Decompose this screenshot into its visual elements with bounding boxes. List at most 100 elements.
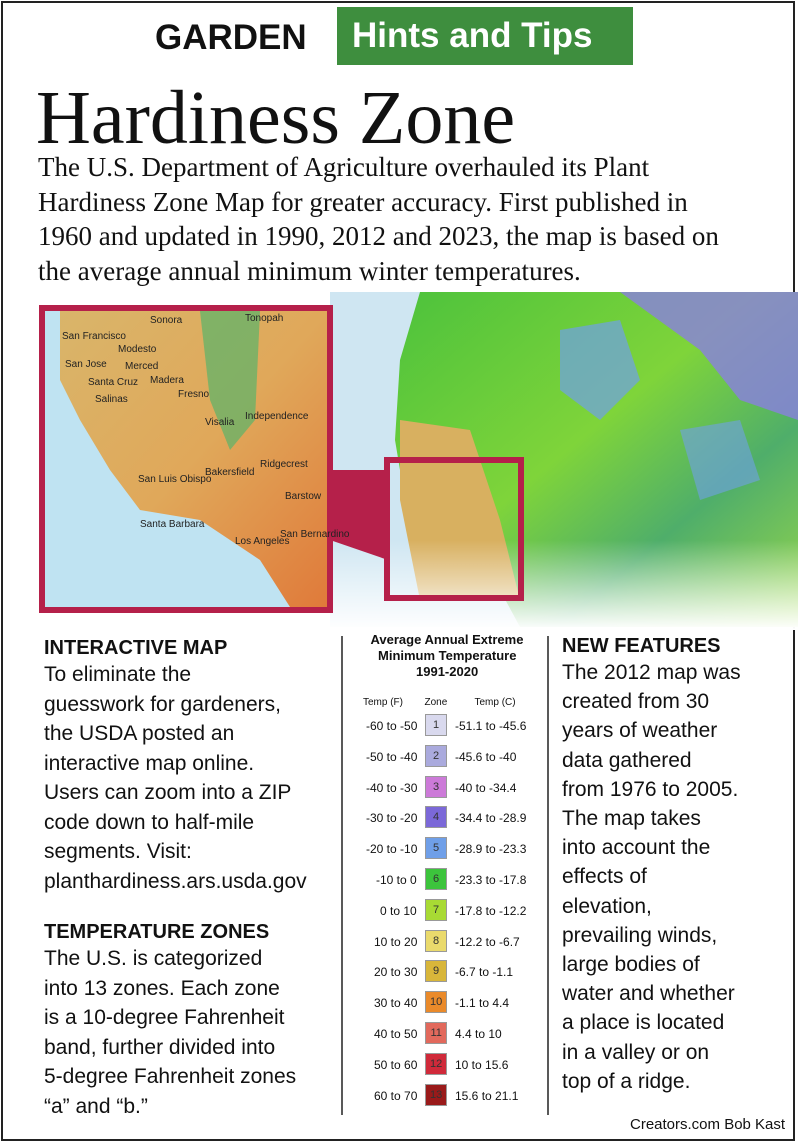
map-label: Santa Cruz [88,377,139,388]
legend-zone: 2 [433,749,440,762]
body-line: To eliminate the [44,663,192,686]
legend-title: Minimum Temperature [378,648,517,663]
cold-zone [680,420,760,500]
body-line: “a” and “b.” [44,1094,148,1118]
body-line: created from 30 [562,690,710,714]
section-heading: NEW FEATURES [562,635,721,657]
badge-text: Hints and Tips [352,16,593,55]
legend-temp-c: -45.6 to -40 [455,749,517,764]
body-line: into account the [562,836,711,860]
body-line: is a 10-degree Fahrenheit [44,1006,285,1029]
intro-line: The U.S. Department of Agriculture overh… [38,152,650,182]
legend-temp-f: -60 to -50 [366,719,418,733]
headline: Hardiness Zone [36,76,516,160]
legend-title: 1991-2020 [416,664,479,679]
legend-temp-f: 60 to 70 [374,1088,418,1103]
body-line: The U.S. is categorized [44,947,263,970]
inset-land [60,311,327,607]
intro-line: 1960 and updated in 1990, 2012 and 2023,… [38,221,719,251]
zone-swatch [425,991,447,1014]
body-line: a place is located [562,1011,725,1035]
zone-swatch [425,929,447,952]
badge-box [337,7,633,65]
map-label: San Bernardino [280,529,350,540]
zone-swatch [425,1052,447,1075]
zone-swatch [425,960,447,983]
body-line: the USDA posted an [44,722,235,745]
body-line: band, further divided into [44,1035,276,1059]
body-line: from 1976 to 2005. [562,777,739,801]
legend-temp-c: -34.4 to -28.9 [455,811,527,826]
legend-temp-c: -23.3 to -17.8 [455,873,527,887]
zone-swatch [425,775,447,798]
legend-temp-f: 20 to 30 [374,965,418,980]
body-line: top of a ridge. [562,1069,691,1093]
legend-temp-f: 10 to 20 [374,934,418,949]
section-heading: INTERACTIVE MAP [44,637,228,659]
legend-zone: 10 [430,996,443,1009]
body-line: prevailing winds, [562,923,718,947]
legend-zone: 5 [433,842,440,855]
body-line: water and whether [562,982,735,1006]
body-line: data gathered [562,748,692,772]
body-line: effects of [562,865,647,889]
legend-temp-f: -30 to -20 [366,811,418,826]
zone-swatch [425,1022,447,1044]
zone-swatch [425,744,447,767]
map-label: Fresno [178,389,210,400]
legend-zone: 4 [433,811,440,824]
legend-zone: 12 [430,1057,443,1070]
map-label: Ridgecrest [260,459,308,470]
legend-column: Zone [424,697,448,708]
legend-temp-f: -50 to -40 [366,749,418,764]
legend-zone: 11 [430,1027,442,1039]
intro-line: Hardiness Zone Map for greater accuracy.… [38,186,688,217]
mountains [200,311,260,450]
legend-temp-f: 50 to 60 [374,1057,418,1072]
body-line: elevation, [562,894,652,918]
legend-column: Temp (C) [474,697,516,708]
zone-swatch [425,868,447,890]
map-label: Madera [150,375,184,386]
map-art [39,292,800,630]
legend-temp-f: -20 to -10 [366,842,418,857]
legend-temp-c: 15.6 to 21.1 [455,1088,519,1103]
zone-swatch [425,898,447,921]
map-label: Bakersfield [205,467,255,478]
zoom-box [384,457,524,601]
legend-temp-c: -6.7 to -1.1 [455,965,514,980]
legend-zone: 1 [433,719,440,731]
body-line: segments. Visit: [44,840,192,863]
legend-temp-f: 0 to 10 [380,903,417,918]
body-line: guesswork for gardeners, [44,692,281,716]
zone-swatch [425,1083,447,1106]
body-line: The 2012 map was [562,661,741,684]
zone-swatch [425,837,447,860]
legend-zone: 7 [433,903,440,916]
legend-zone: 8 [433,934,440,947]
legend-temp-c: -40 to -34.4 [455,780,517,795]
map-label: Los Angeles [235,536,290,547]
body-line: into 13 zones. Each zone [44,976,280,1000]
legend-temp-f: -40 to -30 [366,780,418,795]
intro-line: the average annual minimum winter temper… [38,255,581,286]
map-label: Santa Barbara [140,519,205,530]
legend-temp-c: -51.1 to -45.6 [455,719,527,733]
legend-column: Temp (F) [363,697,403,708]
inset-frame [39,305,333,613]
cold-zone [560,320,640,420]
body-line: years of weather [562,719,718,743]
section-heading: TEMPERATURE ZONES [44,921,270,943]
body-line: planthardiness.ars.usda.gov [44,869,307,893]
body-line: The map takes [562,807,701,830]
legend-temp-f: 40 to 50 [374,1027,418,1041]
legend-temp-c: -28.9 to -23.3 [455,842,527,857]
legend-temp-f: -10 to 0 [376,873,417,887]
legend-temp-c: -12.2 to -6.7 [455,934,520,949]
map-label: Salinas [95,394,128,405]
body-line: interactive map online. [44,751,255,775]
cold-zone [620,292,798,420]
body-line: large bodies of [562,953,700,976]
connector [330,470,388,560]
